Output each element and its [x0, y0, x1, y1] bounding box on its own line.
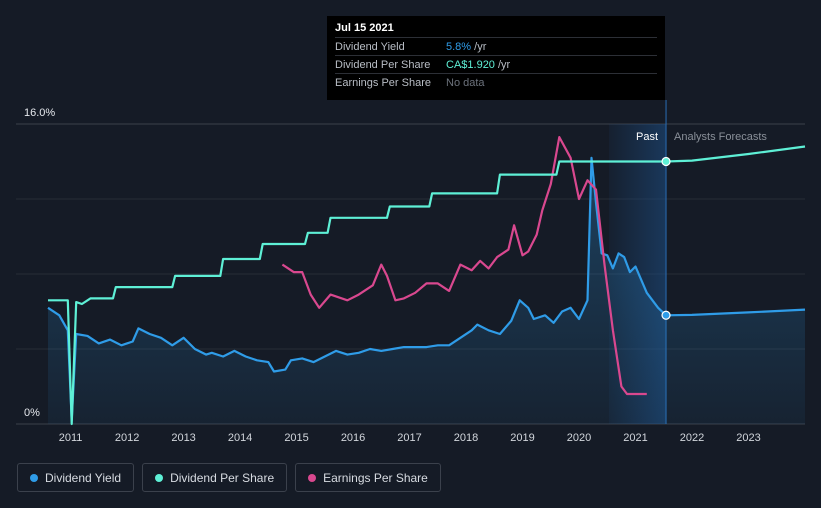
legend-item-earnings-per-share[interactable]: Earnings Per Share [295, 463, 441, 492]
tooltip-row-dividend-yield: Dividend Yield 5.8% /yr [335, 37, 657, 55]
x-tick-label: 2013 [171, 432, 195, 444]
dps-line [48, 145, 806, 426]
x-tick-label: 2015 [284, 432, 308, 444]
tooltip-value: CA$1.920 /yr [446, 59, 510, 71]
x-tick-label: 2016 [341, 432, 365, 444]
dividend-yield-dot-icon [30, 473, 38, 482]
x-tick-label: 2017 [397, 432, 421, 444]
tooltip-value-number: CA$1.920 [446, 58, 495, 71]
legend-item-dividend-yield[interactable]: Dividend Yield [17, 463, 135, 492]
tooltip-value-number: 5.8% [446, 40, 472, 53]
x-tick-label: 2019 [510, 432, 534, 444]
tooltip-key: Dividend Yield [335, 40, 405, 53]
legend-label: Dividend Per Share [170, 470, 275, 485]
dividend-per-share-dot-icon [155, 473, 164, 482]
yield-area [48, 157, 805, 425]
x-tick-label: 2018 [454, 432, 478, 444]
x-tick-label: 2020 [567, 432, 591, 444]
x-tick-label: 2023 [736, 432, 760, 444]
tooltip: Jul 15 2021 Dividend Yield 5.8% /yr Divi… [327, 16, 665, 100]
legend-label: Earnings Per Share [323, 470, 428, 485]
forecast-label: Analysts Forecasts [674, 131, 767, 143]
yield-line [47, 156, 806, 422]
earnings-per-share-dot-icon [308, 473, 317, 482]
legend: Dividend Yield Dividend Per Share Earnin… [17, 463, 441, 492]
series-group [47, 136, 806, 426]
x-tick-label: 2014 [228, 432, 252, 444]
x-tick-label: 2021 [623, 432, 647, 444]
tooltip-value-unit: /yr [471, 40, 487, 53]
x-axis-ticks: 2011 2012 2013 2014 2015 2016 2017 2018 2019 2020… [59, 432, 761, 444]
eps-line [281, 136, 647, 396]
markers-group [661, 156, 671, 320]
tooltip-value: No data [446, 76, 485, 89]
legend-label: Dividend Yield [45, 470, 122, 485]
y-axis-max-label: 16.0% [24, 107, 55, 119]
tooltip-value: 5.8% /yr [446, 41, 486, 53]
tooltip-key: Dividend Per Share [335, 58, 431, 71]
x-tick-label: 2022 [680, 432, 704, 444]
tooltip-row-earnings-per-share: Earnings Per Share No data [335, 73, 657, 91]
dps-marker [661, 156, 671, 167]
x-tick-label: 2012 [115, 432, 139, 444]
tooltip-key: Earnings Per Share [335, 76, 431, 89]
y-axis-min-label: 0% [24, 407, 40, 419]
legend-item-dividend-per-share[interactable]: Dividend Per Share [142, 463, 288, 492]
past-label: Past [636, 131, 658, 143]
tooltip-value-unit: /yr [494, 58, 511, 71]
x-tick-label: 2011 [59, 432, 83, 444]
tooltip-date: Jul 15 2021 [335, 22, 394, 34]
tooltip-row-dividend-per-share: Dividend Per Share CA$1.920 /yr [335, 55, 657, 73]
yield-marker [661, 310, 671, 320]
